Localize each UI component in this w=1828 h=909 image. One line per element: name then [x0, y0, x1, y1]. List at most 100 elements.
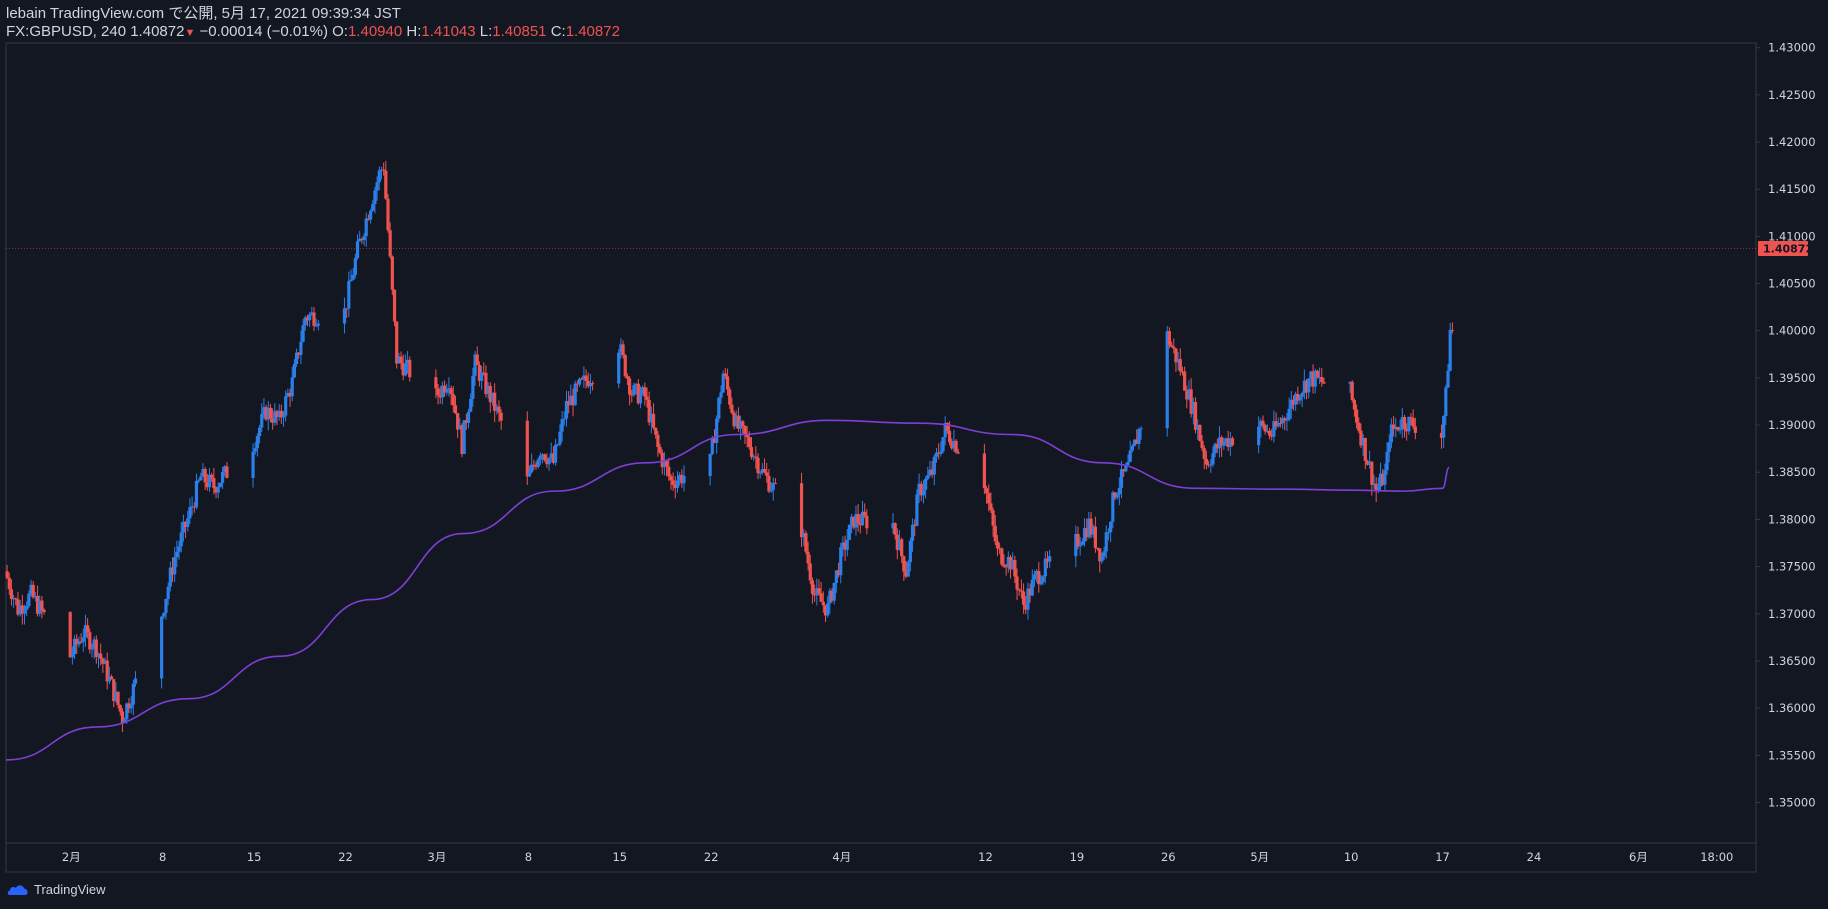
candle-up — [719, 392, 723, 398]
moving-average-line — [5, 419, 1450, 761]
high-value: 1.41043 — [421, 23, 476, 40]
candle-up — [1119, 469, 1124, 488]
candle-down — [998, 548, 1002, 550]
candle-up — [1446, 370, 1450, 388]
candle-down — [460, 425, 464, 454]
candle-down — [1098, 548, 1102, 562]
candle-up — [471, 375, 475, 399]
candle-up — [1082, 528, 1087, 542]
candle-down — [725, 376, 730, 390]
candle-up — [1043, 558, 1047, 577]
candle-up — [194, 480, 199, 508]
time-axis[interactable]: 2月 8 15 22 3月 8 15 22 4月 12 19 26 5月 10 17 24 6月 18:00 — [62, 850, 1734, 864]
candle-up — [260, 413, 264, 428]
candle-up — [939, 451, 943, 454]
candle-down — [987, 493, 991, 504]
candle-down — [1320, 377, 1324, 383]
candle-down — [105, 660, 109, 682]
candle-down — [170, 567, 175, 575]
candle-up — [771, 483, 775, 490]
candle-down — [651, 413, 656, 428]
candle-up — [1030, 579, 1034, 596]
candle-up — [1137, 429, 1141, 444]
candle-down — [821, 601, 825, 606]
candle-up — [218, 482, 222, 487]
candle-up — [752, 456, 756, 458]
candle-down — [436, 388, 440, 396]
candle-up — [299, 341, 303, 355]
candle-down — [904, 571, 908, 577]
candle-down — [749, 447, 754, 457]
candle-down — [212, 477, 216, 489]
candle-down — [14, 598, 18, 600]
candle-up — [1289, 399, 1293, 409]
candle-up — [847, 524, 852, 540]
candle-up — [1011, 559, 1015, 570]
candle-down — [214, 488, 218, 493]
candle-down — [893, 523, 897, 535]
candle-up — [405, 359, 410, 364]
candle-up — [123, 719, 127, 724]
candle-down — [743, 425, 747, 435]
low-label: L: — [479, 23, 493, 40]
candle-up — [364, 218, 368, 237]
candle-down — [667, 466, 671, 477]
tradingview-footer[interactable]: TradingView — [6, 882, 106, 897]
candle-down — [5, 571, 9, 578]
candle-up — [27, 593, 31, 607]
candle-up — [160, 616, 164, 679]
x-tick-label: 6月 — [1629, 850, 1648, 864]
candle-up — [114, 691, 118, 702]
candle-up — [854, 514, 858, 528]
open-label: O: — [332, 23, 348, 40]
candle-up — [458, 425, 462, 430]
candle-up — [190, 506, 194, 508]
candle-up — [403, 363, 408, 376]
candle-up — [924, 478, 928, 490]
y-tick-label: 1.38500 — [1768, 465, 1816, 479]
candle-up — [832, 582, 836, 601]
candle-down — [1215, 443, 1219, 449]
candle-down — [497, 406, 501, 413]
candle-down — [551, 453, 556, 463]
candle-up — [199, 476, 203, 481]
x-tick-label: 12 — [978, 850, 993, 864]
candle-down — [203, 468, 207, 483]
candle-down — [1185, 390, 1189, 400]
candle-up — [1300, 392, 1304, 397]
candle-down — [767, 475, 771, 492]
candle-down — [210, 474, 214, 478]
candle-up — [1407, 416, 1411, 432]
candle-down — [806, 551, 810, 564]
candle-up — [1035, 570, 1039, 575]
candle-up — [897, 539, 902, 550]
price-axis[interactable]: 1.43000 1.42500 1.42000 1.41500 1.41000 1.405… — [1756, 41, 1816, 810]
candle-down — [101, 658, 105, 664]
candle-up — [538, 455, 542, 460]
candle-down — [493, 392, 497, 411]
candle-up — [619, 344, 623, 353]
x-tick-label: 26 — [1161, 850, 1176, 864]
candle-down — [730, 404, 734, 413]
candle-up — [347, 281, 351, 309]
candle-up — [760, 469, 764, 473]
candle-up — [932, 456, 936, 475]
candle-up — [841, 542, 845, 548]
candle-down — [40, 600, 44, 610]
candle-up — [129, 704, 133, 709]
ohlc-legend: FX:GBPUSD, 240 1.40872▼ −0.00014 (−0.01%… — [6, 23, 620, 42]
chart-frame — [5, 42, 1757, 873]
candle-up — [527, 472, 532, 477]
candle-up — [1442, 416, 1446, 438]
candle-up — [1102, 551, 1106, 557]
candle-down — [192, 506, 196, 508]
candle-up — [447, 388, 451, 390]
candle-down — [35, 596, 40, 614]
candle-down — [575, 383, 579, 385]
candle-down — [395, 321, 399, 364]
candle-up — [860, 511, 865, 526]
candle-up — [29, 584, 33, 594]
x-tick-label: 15 — [247, 850, 262, 864]
candle-down — [680, 474, 684, 484]
